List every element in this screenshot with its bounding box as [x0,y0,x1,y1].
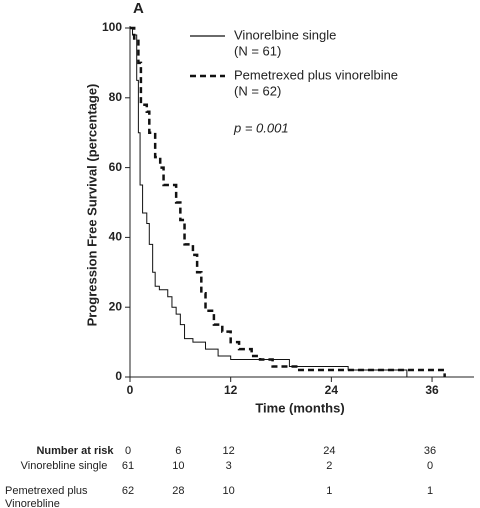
y-tick-label: 0 [115,369,122,383]
risk-value: 3 [226,460,232,472]
risk-value: 1 [326,485,332,497]
risk-value: 0 [427,460,433,472]
survival-curve [130,26,446,377]
legend-n: (N = 61) [234,43,281,58]
y-tick-label: 100 [102,20,122,34]
x-tick-label: 36 [425,383,439,397]
risk-time: 0 [125,445,131,457]
risk-value: 61 [122,460,134,472]
survival-curve [130,27,408,377]
y-tick-label: 20 [109,299,123,313]
y-tick-label: 80 [109,90,123,104]
risk-time: 24 [323,445,335,457]
risk-value: 62 [122,485,134,497]
risk-time: 36 [424,445,436,457]
x-tick-label: 24 [325,383,339,397]
legend-n: (N = 62) [234,83,281,98]
risk-row-label: Vinorebline [5,498,60,508]
legend-label: Vinorelbine single [234,27,336,42]
risk-row-label: Vinorebline single [21,460,108,472]
annotation: p = 0.001 [233,120,289,135]
risk-title: Number at risk [36,445,114,457]
x-axis-title: Time (months) [255,400,344,415]
x-tick-label: 0 [127,383,134,397]
risk-value: 28 [172,485,184,497]
panel-label: A [133,0,144,17]
risk-value: 2 [326,460,332,472]
y-axis-title: Progression Free Survival (percentage) [84,84,99,327]
y-tick-label: 60 [109,160,123,174]
legend-label: Pemetrexed plus vinorelbine [234,67,398,82]
risk-value: 1 [427,485,433,497]
y-tick-label: 40 [109,230,123,244]
x-tick-label: 12 [224,383,238,397]
risk-time: 6 [175,445,181,457]
risk-value: 10 [172,460,184,472]
risk-row-label: Pemetrexed plus [5,485,88,497]
risk-time: 12 [223,445,235,457]
risk-value: 10 [223,485,235,497]
